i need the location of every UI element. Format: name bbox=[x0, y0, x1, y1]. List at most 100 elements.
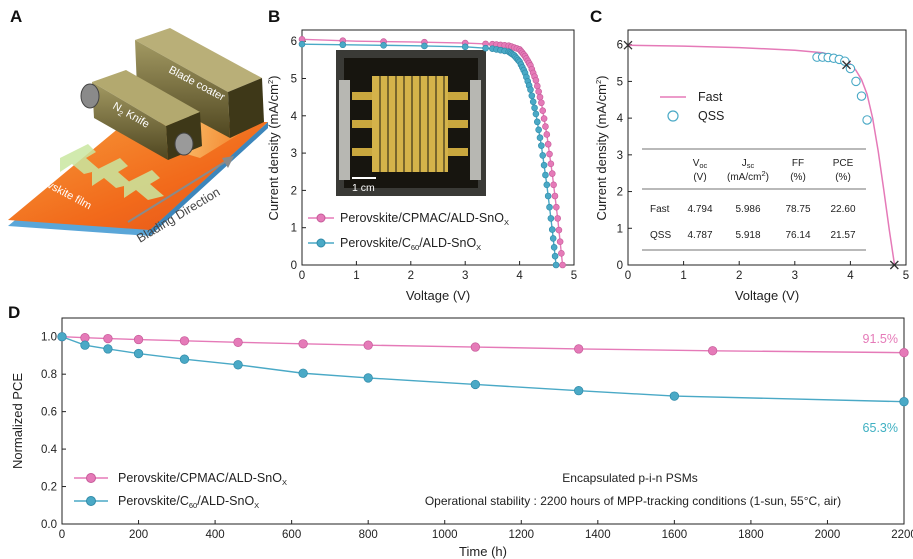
data-point bbox=[548, 226, 556, 233]
legend-marker-pink bbox=[316, 213, 326, 223]
blade-coater: Blade coater bbox=[135, 28, 264, 138]
data-point bbox=[542, 123, 549, 130]
data-point bbox=[553, 203, 560, 211]
y-tick-label: 1 bbox=[291, 223, 297, 235]
y-tick-label: 0.4 bbox=[41, 444, 58, 456]
svg-text:5.986: 5.986 bbox=[735, 204, 760, 215]
data-point bbox=[540, 115, 548, 122]
x-tick-label: 2 bbox=[408, 270, 414, 282]
data-point bbox=[542, 171, 549, 179]
data-point bbox=[546, 150, 553, 158]
qss-point bbox=[862, 115, 872, 125]
x-tick-label: 3 bbox=[462, 270, 468, 282]
data-point bbox=[551, 252, 559, 260]
data-point bbox=[531, 104, 538, 112]
cross-marker bbox=[889, 260, 899, 270]
panel-d-legend: Perovskite/CPMAC/ALD-SnOX Perovskite/C60… bbox=[74, 471, 287, 510]
pv-parameter-table: Voc (V) Jsc (mA/cm2) FF (%) PCE (%) Fast… bbox=[642, 148, 866, 251]
n2-knife: N2 Knife bbox=[80, 70, 202, 160]
x-tick-label: 1000 bbox=[432, 529, 458, 541]
x-tick-label: 1 bbox=[680, 270, 686, 282]
data-point bbox=[529, 98, 537, 106]
panel-a: A Blade coater N2 Knife Perovski bbox=[8, 7, 268, 246]
svg-text:(%): (%) bbox=[790, 172, 806, 183]
svg-text:(%): (%) bbox=[835, 172, 851, 183]
data-point bbox=[707, 346, 718, 356]
data-point bbox=[179, 354, 190, 364]
svg-text:21.57: 21.57 bbox=[830, 230, 855, 241]
data-point bbox=[551, 192, 559, 200]
data-point bbox=[556, 238, 564, 245]
data-point bbox=[669, 391, 680, 401]
y-tick-label: 5 bbox=[291, 73, 297, 85]
x-tick-label: 1 bbox=[353, 270, 359, 282]
legend-marker-pink bbox=[86, 473, 96, 483]
x-tick-label: 1600 bbox=[662, 529, 688, 541]
svg-text:76.14: 76.14 bbox=[785, 230, 810, 241]
x-tick-label: 1800 bbox=[738, 529, 764, 541]
data-point bbox=[380, 41, 387, 49]
x-tick-label: 0 bbox=[299, 270, 305, 282]
data-point bbox=[57, 332, 67, 342]
data-point bbox=[470, 379, 480, 390]
y-tick-label: 0.0 bbox=[41, 519, 57, 531]
x-tick-label: 3 bbox=[792, 270, 798, 282]
data-point bbox=[421, 42, 428, 50]
y-tick-label: 0.8 bbox=[41, 369, 57, 381]
panel-c-label: C bbox=[590, 7, 602, 26]
panel-d: D Normalized PCE Time (h) 0 200 400 600 800 1… bbox=[8, 303, 913, 559]
x-tick-label: 2000 bbox=[815, 529, 841, 541]
svg-text:Fast: Fast bbox=[650, 204, 670, 215]
data-point bbox=[533, 118, 541, 126]
panel-d-ylabel: Normalized PCE bbox=[10, 373, 25, 469]
annotation-encapsulated: Encapsulated p-i-n PSMs bbox=[562, 471, 697, 485]
legend-marker-qss bbox=[667, 110, 679, 122]
svg-text:4.787: 4.787 bbox=[687, 230, 712, 241]
data-point bbox=[298, 40, 306, 48]
y-tick-label: 6 bbox=[617, 40, 623, 52]
scale-bar-label: 1 cm bbox=[352, 182, 375, 194]
data-point bbox=[559, 261, 566, 269]
table-header-voc: Voc bbox=[693, 158, 708, 170]
data-point bbox=[103, 333, 113, 344]
data-point bbox=[482, 44, 489, 52]
data-point bbox=[538, 99, 545, 107]
data-point bbox=[552, 261, 560, 269]
x-tick-label: 4 bbox=[516, 270, 523, 282]
data-point bbox=[548, 170, 556, 177]
data-point bbox=[558, 250, 565, 257]
data-point bbox=[363, 340, 373, 350]
y-tick-label: 2 bbox=[291, 185, 297, 197]
data-point bbox=[535, 126, 542, 134]
data-point bbox=[103, 344, 113, 354]
data-point bbox=[543, 181, 551, 189]
data-point bbox=[539, 152, 547, 159]
x-tick-label: 2200 bbox=[891, 529, 913, 541]
end-label-cpmac: 91.5% bbox=[863, 332, 898, 346]
x-tick-label: 200 bbox=[129, 529, 148, 541]
data-point bbox=[539, 107, 547, 114]
data-point bbox=[554, 215, 561, 222]
panel-b: B Current density (mA/cm2) Voltage (V) 0… bbox=[266, 7, 577, 303]
svg-text:78.75: 78.75 bbox=[785, 204, 810, 215]
table-header-jsc: Jsc bbox=[742, 158, 755, 170]
x-tick-label: 400 bbox=[205, 529, 224, 541]
data-point bbox=[546, 203, 553, 211]
data-point bbox=[555, 226, 563, 234]
legend-label-fast: Fast bbox=[698, 90, 723, 104]
panel-b-legend: Perovskite/CPMAC/ALD-SnOX Perovskite/C60… bbox=[308, 211, 509, 252]
y-tick-label: 1.0 bbox=[41, 332, 57, 344]
data-point bbox=[540, 161, 548, 169]
data-point bbox=[544, 192, 552, 200]
jv-curve-fast bbox=[627, 44, 896, 266]
svg-text:5.918: 5.918 bbox=[735, 230, 760, 241]
data-point bbox=[233, 337, 243, 347]
svg-text:22.60: 22.60 bbox=[830, 204, 855, 215]
data-point bbox=[461, 43, 469, 51]
y-tick-label: 2 bbox=[617, 187, 623, 199]
legend-marker-blue bbox=[316, 238, 326, 248]
data-point bbox=[547, 215, 555, 222]
y-tick-label: 0.6 bbox=[41, 407, 57, 419]
device-photo-inset: 1 cm bbox=[336, 50, 486, 196]
data-point bbox=[528, 92, 536, 100]
